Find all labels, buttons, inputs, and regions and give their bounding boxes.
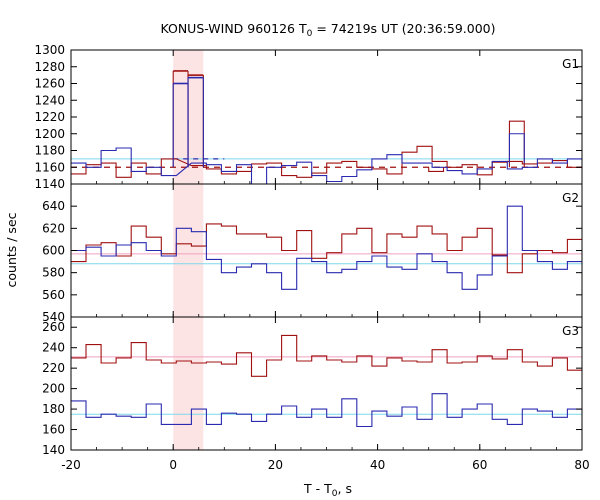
y-axis-label: counts / sec [4,212,19,287]
panel-data-g3 [71,334,582,428]
count-rate-histogram-red [71,145,582,178]
count-rate-spike-blue [508,133,525,164]
panel-data-g1 [71,70,582,184]
y-tick-label: 180 [42,402,65,416]
panel-frame [70,316,583,451]
y-tick-label: 200 [42,382,65,396]
y-tick-label: 1160 [34,160,65,174]
y-tick-label: 1140 [34,177,65,191]
y-tick-label: 240 [42,341,65,355]
trigger-interval-band [173,184,204,317]
y-tick-label: 580 [42,266,65,280]
y-tick-label: 620 [42,221,65,235]
y-tick-label: 1280 [34,60,65,74]
x-axis-label-rest: , s [338,481,352,496]
panel-label-g1: G1 [562,57,579,71]
panel-data-g2 [71,205,582,290]
count-rate-histogram-blue [71,393,582,428]
chart-title-rest: = 74219s UT (20:36:59.000) [312,21,495,36]
x-tick-label: 40 [370,458,385,472]
y-tick-label: 1300 [34,43,65,57]
x-axis-label-main: T - T [303,481,332,496]
x-tick-label: 20 [268,458,283,472]
y-tick-label: 140 [42,443,65,457]
panel-g2: 540 560 580 600 620 640 G2 [42,183,583,324]
count-rate-histogram-blue [71,147,582,184]
y-tick-label: 540 [42,310,65,324]
y-tick-label: 1240 [34,93,65,107]
count-rate-spike-red [508,120,525,168]
y-tick-label: 1260 [34,77,65,91]
y-tick-label: 220 [42,361,65,375]
trigger-interval-band [173,317,204,450]
chart-title-subscript: 0 [307,29,313,39]
panel-label-g3: G3 [562,324,579,338]
y-tick-label: 600 [42,244,65,258]
count-rate-histogram-blue [71,205,582,290]
y-tick-label: 560 [42,288,65,302]
panel-g3: 140 160 180 200 220 240 260 G3 [42,316,583,457]
count-rate-histogram-red [71,334,582,377]
x-tick-label: 80 [574,458,589,472]
panel-label-g2: G2 [562,191,579,205]
x-axis-label-subscript: 0 [332,489,338,499]
y-tick-label: 260 [42,320,65,334]
y-tick-label: 160 [42,423,65,437]
x-axis-label: T - T0, s [303,481,352,499]
y-tick-label: 1180 [34,144,65,158]
y-tick-label: 1200 [34,127,65,141]
chart-title: KONUS-WIND 960126 T0 = 74219s UT (20:36:… [160,21,495,39]
chart-title-main: KONUS-WIND 960126 T [160,21,306,36]
x-tick-label: 0 [169,458,177,472]
y-tick-label: 640 [42,199,65,213]
x-tick-label: -20 [61,458,81,472]
x-tick-label: 60 [472,458,487,472]
plot-area: 1140 1160 1180 1200 1220 1240 1260 1280 1300 G1 54… [34,43,589,472]
count-rate-spike-red [428,167,445,172]
y-tick-label: 1220 [34,110,65,124]
count-rate-histogram-red [71,223,582,274]
panel-g1: 1140 1160 1180 1200 1220 1240 1260 1280 1300 G1 [34,43,583,191]
